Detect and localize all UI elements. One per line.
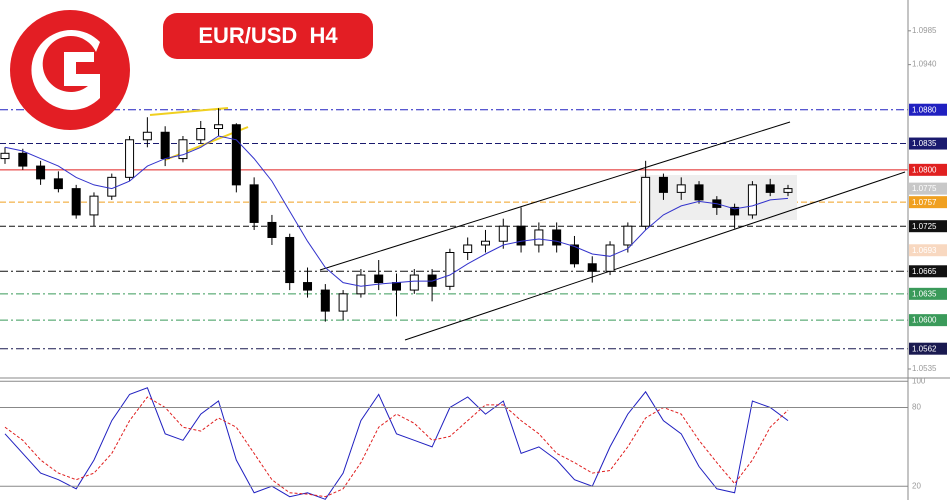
candle-body: [303, 282, 313, 291]
candle-body: [569, 244, 579, 265]
logo: [10, 10, 130, 130]
candle-body: [356, 274, 366, 295]
y-tick-label: 1.0940: [912, 60, 937, 69]
candle-body: [0, 152, 10, 160]
level-label: 1.0800: [912, 165, 937, 174]
candle-body: [694, 184, 704, 201]
osc-tick-label: 100: [912, 376, 926, 385]
level-label: 1.0757: [912, 198, 937, 207]
candle-body: [36, 165, 46, 180]
oscillator-line: [4, 396, 789, 498]
candle-body: [623, 225, 633, 246]
candle-body: [231, 124, 241, 186]
level-tag: [909, 163, 947, 176]
candle-body: [267, 221, 277, 238]
candle-body: [747, 184, 757, 216]
level-label: 1.0880: [912, 105, 937, 114]
candle-body: [463, 244, 473, 254]
moving-average: [4, 135, 789, 287]
candle-body: [534, 229, 544, 246]
candle-body: [107, 176, 117, 197]
candle-body: [516, 225, 526, 246]
candle-body: [409, 274, 419, 291]
level-label: 1.0562: [912, 344, 937, 353]
level-tag: [909, 287, 947, 300]
candle-body: [552, 229, 562, 246]
level-tag: [909, 137, 947, 150]
level-tag: [909, 196, 947, 209]
candle-body: [320, 289, 330, 312]
wedge-upper: [149, 107, 229, 116]
chart-title: EUR/USD H4: [198, 23, 338, 48]
level-label: 1.0835: [912, 139, 937, 148]
level-tag: [909, 220, 947, 233]
level-label: 1.0775: [912, 184, 937, 193]
level-tag: [909, 314, 947, 327]
candle-body: [445, 252, 455, 287]
y-tick-label: 1.0535: [912, 364, 937, 373]
level-tag: [909, 265, 947, 278]
osc-tick-label: 80: [912, 403, 921, 412]
candle-body: [374, 274, 384, 284]
candle-body: [480, 240, 490, 246]
level-label: 1.0725: [912, 222, 937, 231]
level-label: 1.0635: [912, 289, 937, 298]
candle-body: [249, 184, 259, 223]
candle-body: [730, 206, 740, 216]
level-tag: [909, 244, 947, 257]
candle-body: [605, 244, 615, 272]
candle-body: [338, 293, 348, 312]
candle-body: [89, 195, 99, 216]
channel-lower: [404, 171, 906, 341]
level-tag: [909, 182, 947, 195]
candle-body: [160, 131, 170, 160]
candle-body: [18, 152, 28, 167]
candle-body: [391, 282, 402, 291]
candle-body: [783, 188, 793, 193]
plot: [0, 108, 793, 500]
osc-tick-label: 20: [912, 481, 921, 490]
candle-body: [214, 124, 224, 130]
y-tick-label: 1.0985: [912, 26, 937, 35]
channel-upper: [319, 121, 791, 271]
candle-body: [142, 131, 152, 141]
title-box: [163, 13, 373, 59]
candle-body: [658, 176, 668, 193]
candle-body: [53, 178, 63, 190]
candle-body: [641, 176, 651, 227]
candle-body: [765, 184, 775, 193]
candle-body: [285, 236, 295, 284]
logo-mark: [31, 30, 100, 111]
level-label: 1.0665: [912, 267, 937, 276]
level-label: 1.0600: [912, 316, 937, 325]
candle-body: [71, 188, 81, 216]
candle-body: [498, 225, 508, 242]
candle-body: [587, 263, 597, 272]
candle-body: [676, 184, 686, 193]
candle-body: [196, 128, 206, 141]
candle-body: [125, 139, 135, 178]
level-tag: [909, 103, 947, 116]
candle-body: [178, 139, 188, 160]
level-label: 1.0693: [912, 246, 937, 255]
level-tag: [909, 342, 947, 355]
